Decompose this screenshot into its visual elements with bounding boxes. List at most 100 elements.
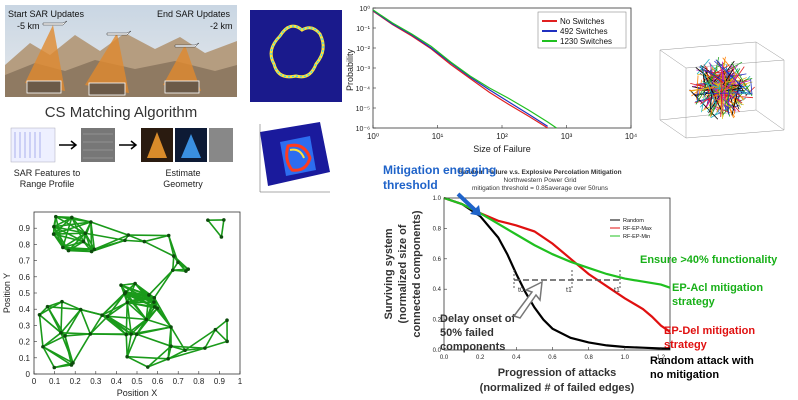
network-node [222, 218, 226, 222]
network-y-tick-label: 0.5 [19, 289, 31, 298]
network-node [225, 339, 229, 344]
network-node [51, 232, 56, 236]
network-edge [153, 269, 174, 299]
distribution-y-ticks: 10⁰ 10⁻¹ 10⁻² 10⁻³ 10⁻⁴ 10⁻⁵ 10⁻⁶ [356, 5, 376, 133]
network-edge [124, 292, 158, 310]
network-node [125, 354, 129, 359]
start-sar-km: -5 km [17, 21, 40, 31]
network-node [92, 247, 97, 252]
network-edge [124, 293, 147, 320]
perc-legend-label: RF-EP-Max [623, 226, 652, 232]
aircraft-icon [174, 42, 200, 48]
network-node [133, 281, 137, 286]
threshold-markers: t0 t1 t1 [513, 270, 622, 294]
perc-y-tick-label: 0.4 [433, 287, 442, 293]
network-y-tick-label: 0.2 [19, 338, 31, 347]
perc-x-tick-label: 0.2 [476, 355, 485, 361]
cube-edge [710, 89, 713, 109]
cube-edge [690, 83, 727, 92]
cube-edge [696, 58, 710, 75]
cube-edge [696, 75, 699, 100]
network-node [144, 317, 149, 322]
network-node [66, 248, 71, 253]
distribution-x-tick-label: 10⁰ [367, 132, 379, 141]
network-edge [101, 314, 132, 335]
network-x-tick-label: 0 [32, 377, 37, 386]
step2-line2: Geometry [163, 179, 203, 189]
network-edge [214, 319, 228, 331]
network-edge [167, 235, 179, 263]
network-edge [54, 364, 72, 369]
cube-edge [716, 73, 739, 101]
arrow-icon [59, 140, 78, 150]
cube-edge [703, 82, 722, 89]
step1-line1: SAR Features to [14, 168, 81, 178]
cube-edge [707, 92, 744, 94]
network-x-tick-label: 0.1 [49, 377, 61, 386]
network-node [70, 215, 74, 220]
network-node [61, 245, 65, 250]
network-node [129, 332, 134, 336]
network-node [119, 283, 123, 287]
network-node [100, 313, 104, 317]
network-edge [184, 347, 205, 352]
network-node [166, 357, 170, 361]
range-profile-thumb [81, 128, 115, 162]
network-edge [90, 221, 93, 252]
network-edge [153, 297, 172, 328]
perc-title: Random Failure v.s. Explosive Percolatio… [458, 169, 621, 176]
cube-edge [728, 61, 743, 71]
network-edge [136, 333, 172, 347]
network-node [155, 306, 160, 311]
perc-plot-frame [443, 197, 671, 351]
step1-line2: Range Profile [20, 179, 75, 189]
cube-edge [699, 66, 733, 87]
network-node [125, 300, 130, 305]
random-attack-annotation: Random attack with no mitigation [650, 355, 754, 381]
network-edge [126, 301, 147, 320]
cube-edge [699, 65, 717, 106]
cube-edge [731, 87, 742, 100]
network-edge [61, 300, 81, 311]
network-edge [220, 219, 225, 238]
network-node [145, 365, 150, 369]
network-edge [55, 215, 91, 223]
network-node [171, 254, 176, 258]
distribution-series-line [372, 10, 549, 127]
perc-y-label-1: Surviving system [383, 228, 395, 319]
network-node [219, 235, 224, 239]
network-node [52, 365, 57, 370]
network-edge [184, 328, 216, 351]
network-edge [62, 232, 86, 249]
cube-edge [731, 62, 753, 97]
network-edge [79, 309, 92, 335]
network-edge [177, 261, 187, 272]
network-x-tick-label: 0.7 [173, 377, 185, 386]
cs-algorithm-flow: SAR Features to Range Profile Estimate G… [10, 127, 233, 189]
network-node [59, 331, 63, 335]
network-edge [127, 355, 169, 360]
network-node [52, 224, 56, 229]
distribution-x-tick-label: 10² [496, 132, 508, 141]
distribution-legend-label: 1230 Switches [560, 37, 612, 46]
network-node [213, 327, 218, 332]
network-nodes [37, 214, 229, 370]
cube-edge [715, 98, 733, 109]
radar-cone-1 [25, 25, 65, 91]
network-x-tick-label: 0.5 [131, 377, 143, 386]
network-edge [126, 333, 132, 357]
cube-edge [745, 78, 753, 81]
cube-edge [725, 85, 733, 104]
network-edge [204, 329, 217, 349]
network-edge [147, 345, 172, 368]
network-edge [62, 246, 92, 253]
perc-x-tick-label: 0.4 [512, 355, 521, 361]
perc-y-ticks: 0.0 0.2 0.4 0.6 0.8 1.0 [433, 196, 447, 354]
network-edge [126, 302, 133, 335]
network-edge [39, 300, 63, 316]
network-edge [64, 335, 73, 366]
volume-slice-image [250, 112, 342, 204]
perc-x-ticks: 0.0 0.2 0.4 0.6 0.8 1.0 1.2 [440, 347, 666, 361]
radar-cone-2 [85, 33, 129, 93]
